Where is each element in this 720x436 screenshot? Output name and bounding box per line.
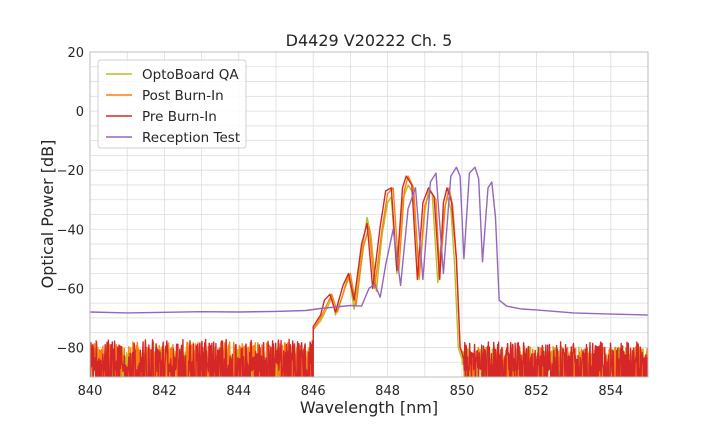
x-tick-label: 848	[375, 384, 400, 399]
series-line	[90, 166, 648, 316]
y-tick-labels: 20 0 −20 −40 −60 −80	[57, 46, 84, 356]
y-tick-label: −20	[57, 164, 84, 179]
y-tick-label: −60	[57, 282, 84, 297]
chart-title: D4429 V20222 Ch. 5	[286, 31, 453, 50]
legend: OptoBoard QA Post Burn-In Pre Burn-In Recep…	[97, 59, 247, 149]
x-tick-label: 844	[226, 384, 251, 399]
x-tick-labels: 840 842 844 846 848 850 852 854	[78, 384, 624, 399]
x-tick-label: 854	[598, 384, 623, 399]
x-tick-label: 842	[152, 384, 177, 399]
y-axis-label: Optical Power [dB]	[38, 140, 57, 289]
y-tick-label: 20	[67, 46, 84, 61]
y-tick-label: −40	[57, 223, 84, 238]
x-tick-label: 852	[524, 384, 549, 399]
series-pre-burn-in	[90, 175, 648, 377]
legend-label: Pre Burn-In	[142, 109, 217, 125]
x-axis-label: Wavelength [nm]	[300, 398, 438, 417]
legend-label: Reception Test	[142, 130, 240, 146]
series-line	[90, 175, 648, 377]
x-tick-label: 846	[301, 384, 326, 399]
y-tick-label: −80	[57, 341, 84, 356]
x-tick-label: 840	[78, 384, 103, 399]
legend-label: Post Burn-In	[142, 88, 224, 104]
series-layer	[90, 166, 648, 377]
y-tick-label: 0	[76, 105, 84, 120]
plot-frame	[89, 51, 649, 378]
series-reception-test	[90, 166, 648, 316]
legend-box	[97, 59, 247, 149]
legend-label: OptoBoard QA	[142, 67, 239, 83]
x-tick-label: 850	[450, 384, 475, 399]
